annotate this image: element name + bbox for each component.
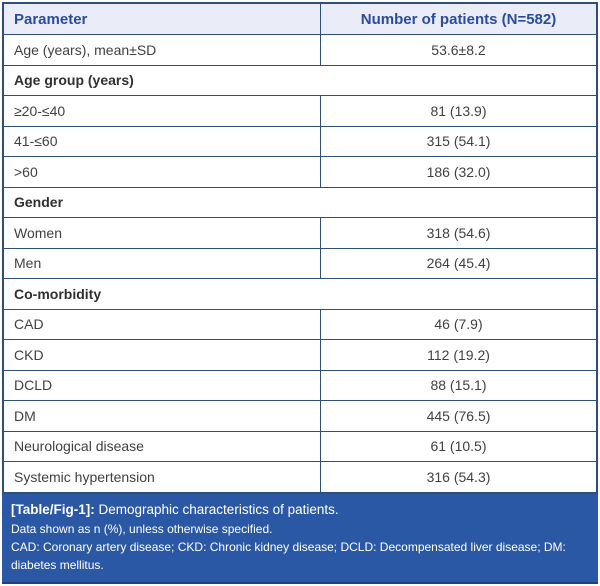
caption-note-data: Data shown as n (%), unless otherwise sp… bbox=[11, 521, 273, 536]
row-label: >60 bbox=[2, 156, 321, 188]
caption-text: Demographic characteristics of patients. bbox=[94, 502, 339, 517]
table-row: DCLD 88 (15.1) bbox=[2, 369, 598, 401]
section-row: Gender bbox=[2, 186, 598, 218]
row-label: Systemic hypertension bbox=[2, 461, 321, 494]
row-value: 315 (54.1) bbox=[320, 125, 598, 157]
row-value: 88 (15.1) bbox=[320, 369, 598, 401]
row-value: 186 (32.0) bbox=[320, 156, 598, 188]
row-label: CAD bbox=[2, 308, 321, 340]
header-row: Parameter Number of patients (N=582) bbox=[2, 2, 598, 35]
table-row: Men 264 (45.4) bbox=[2, 247, 598, 279]
table-row: CAD 46 (7.9) bbox=[2, 308, 598, 340]
row-value: 316 (54.3) bbox=[320, 461, 598, 494]
row-label: CKD bbox=[2, 339, 321, 371]
table-body: Age (years), mean±SD 53.6±8.2 Age group … bbox=[2, 34, 598, 494]
table-row: ≥20-≤40 81 (13.9) bbox=[2, 95, 598, 127]
row-value: 81 (13.9) bbox=[320, 95, 598, 127]
row-label: 41-≤60 bbox=[2, 125, 321, 157]
table-row: Age (years), mean±SD 53.6±8.2 bbox=[2, 34, 598, 66]
row-label: DCLD bbox=[2, 369, 321, 401]
row-label: Neurological disease bbox=[2, 430, 321, 462]
header-patients: Number of patients (N=582) bbox=[320, 2, 598, 35]
row-value: 61 (10.5) bbox=[320, 430, 598, 462]
section-row: Co-morbidity bbox=[2, 278, 598, 310]
row-label: Men bbox=[2, 247, 321, 279]
row-value: 445 (76.5) bbox=[320, 400, 598, 432]
demographics-table: Parameter Number of patients (N=582) Age… bbox=[2, 2, 598, 494]
caption-tag: [Table/Fig-1]: bbox=[11, 502, 95, 517]
table-caption-panel: [Table/Fig-1]: Demographic characteristi… bbox=[2, 494, 598, 584]
table-row: CKD 112 (19.2) bbox=[2, 339, 598, 371]
table-row: >60 186 (32.0) bbox=[2, 156, 598, 188]
section-label: Co-morbidity bbox=[2, 278, 598, 310]
row-label: ≥20-≤40 bbox=[2, 95, 321, 127]
caption-title: [Table/Fig-1]: Demographic characteristi… bbox=[11, 500, 589, 520]
table-row: 41-≤60 315 (54.1) bbox=[2, 125, 598, 157]
header-parameter: Parameter bbox=[2, 2, 321, 35]
table-row: Neurological disease 61 (10.5) bbox=[2, 430, 598, 462]
section-label: Age group (years) bbox=[2, 64, 598, 96]
row-value: 53.6±8.2 bbox=[320, 34, 598, 66]
row-label: Women bbox=[2, 217, 321, 249]
section-label: Gender bbox=[2, 186, 598, 218]
section-row: Age group (years) bbox=[2, 64, 598, 96]
table-row: Systemic hypertension 316 (54.3) bbox=[2, 461, 598, 494]
table-row: Women 318 (54.6) bbox=[2, 217, 598, 249]
row-value: 318 (54.6) bbox=[320, 217, 598, 249]
caption-note-abbreviations: CAD: Coronary artery disease; CKD: Chron… bbox=[11, 539, 566, 572]
row-label: Age (years), mean±SD bbox=[2, 34, 321, 66]
table-header: Parameter Number of patients (N=582) bbox=[2, 2, 598, 35]
row-value: 46 (7.9) bbox=[320, 308, 598, 340]
row-value: 112 (19.2) bbox=[320, 339, 598, 371]
table-row: DM 445 (76.5) bbox=[2, 400, 598, 432]
row-value: 264 (45.4) bbox=[320, 247, 598, 279]
row-label: DM bbox=[2, 400, 321, 432]
